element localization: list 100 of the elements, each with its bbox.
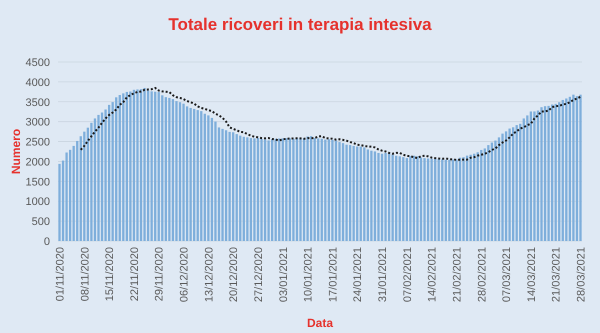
bar (115, 97, 118, 241)
y-tick-label: 4500 (26, 57, 50, 69)
y-axis-title: Numero (9, 128, 23, 174)
x-tick-label: 22/11/2020 (128, 247, 141, 302)
bar (189, 108, 192, 241)
bar (320, 138, 323, 241)
bar (562, 100, 564, 241)
y-tick-label: 1500 (26, 176, 50, 188)
bar (232, 132, 234, 241)
x-axis-title: Data (306, 316, 334, 330)
bar (161, 95, 164, 241)
y-tick-label: 2500 (26, 136, 50, 149)
bar (554, 104, 557, 241)
bar (68, 150, 72, 241)
chart-title: Totale ricoveri in terapia intesiva (168, 15, 432, 34)
bar (370, 150, 373, 241)
x-tick-label: 14/02/2021 (426, 247, 439, 302)
x-tick-label: 14/03/2021 (526, 247, 538, 302)
bar (392, 154, 394, 241)
bar (83, 132, 86, 241)
bar (207, 115, 210, 241)
bar (314, 138, 316, 241)
bar (118, 95, 121, 241)
x-tick-label: 27/12/2020 (252, 247, 265, 302)
bar (550, 104, 554, 241)
bar (409, 156, 412, 241)
x-tick-label: 21/03/2021 (550, 247, 563, 302)
bar (473, 154, 476, 241)
bar (356, 146, 358, 241)
bar (530, 111, 532, 241)
x-tick-label: 17/01/2021 (327, 247, 340, 302)
bar (558, 102, 560, 241)
x-tick-label: 20/12/2020 (228, 247, 240, 302)
x-tick-label: 15/11/2020 (104, 247, 116, 302)
bar (129, 92, 132, 241)
bar (484, 148, 486, 241)
bar (200, 111, 202, 241)
x-tick-label: 29/11/2020 (154, 247, 166, 302)
bar (250, 138, 252, 241)
bar (441, 159, 444, 241)
bar (282, 138, 284, 241)
y-tick-label: 500 (32, 216, 50, 228)
bar (363, 147, 366, 241)
bar (236, 134, 238, 241)
bar (317, 138, 320, 241)
bar (154, 92, 156, 241)
bar (228, 132, 231, 241)
bar (565, 98, 568, 241)
x-tick-label: 21/02/2021 (451, 247, 464, 302)
bar (204, 114, 206, 241)
bar (480, 150, 482, 241)
x-tick-label: 03/01/2021 (278, 247, 290, 302)
bar (402, 157, 404, 241)
bar (398, 156, 401, 241)
line-series (80, 86, 582, 161)
bar (242, 136, 245, 241)
y-tick-label: 2000 (26, 156, 50, 168)
bar (267, 140, 270, 241)
bar (285, 138, 288, 241)
bar (196, 110, 199, 241)
x-tick-label: 31/01/2021 (377, 247, 390, 302)
bar (526, 115, 528, 241)
bar (324, 140, 326, 241)
bar (150, 91, 153, 241)
bar (108, 104, 110, 241)
y-tick-label: 1000 (26, 196, 50, 208)
bar (310, 136, 312, 241)
bar (516, 125, 518, 241)
bar (438, 159, 440, 241)
bar (352, 146, 355, 241)
bar (239, 136, 242, 241)
bar (158, 92, 160, 241)
bar (278, 138, 280, 241)
bar (122, 93, 124, 241)
x-tick-label: 13/12/2020 (203, 247, 216, 302)
x-tick-label: 24/01/2021 (352, 247, 364, 302)
bar (568, 96, 572, 241)
bar (168, 98, 171, 241)
bar (388, 152, 390, 241)
x-tick-label: 28/03/2021 (575, 247, 588, 302)
bar (328, 139, 330, 241)
bar (434, 158, 436, 241)
bar (448, 160, 451, 241)
bar (348, 145, 352, 241)
y-tick-label: 4000 (26, 76, 50, 89)
bar (406, 158, 408, 241)
x-tick-label: 10/01/2021 (302, 247, 315, 302)
bar (193, 108, 196, 241)
bar (271, 139, 274, 241)
bar (487, 145, 490, 241)
bar (164, 97, 167, 241)
x-tick-label: 07/03/2021 (501, 247, 514, 302)
bar (469, 154, 472, 241)
x-tick-label: 06/12/2020 (178, 247, 191, 302)
bar (476, 152, 479, 241)
y-tick-label: 0 (44, 236, 50, 248)
bar (430, 158, 433, 241)
bar (508, 128, 511, 241)
bar (126, 92, 128, 241)
bar (444, 160, 447, 241)
